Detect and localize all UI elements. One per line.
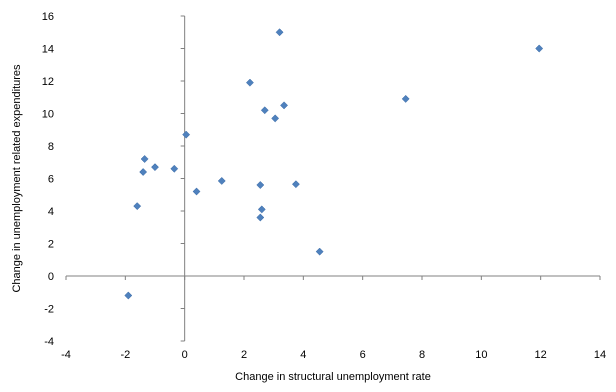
data-point [139,168,148,176]
data-point [182,130,191,139]
data-point [151,163,159,172]
data-point [192,187,201,196]
data-point [256,213,265,222]
data-point [291,180,300,189]
data-points [124,28,544,300]
y-axis-title: Change in unemployment related expenditu… [11,64,23,293]
data-point [217,176,226,185]
x-axis-title: Change in structural unemployment rate [235,371,431,383]
x-tick-label: 12 [535,349,547,361]
x-tick-label: -2 [120,349,130,361]
y-tick-label: 10 [42,109,54,121]
x-tick-label: 14 [594,349,606,361]
data-point [170,164,179,173]
data-point [280,101,289,110]
data-point [275,28,284,37]
data-point [315,247,324,256]
y-tick-label: 4 [48,206,54,218]
data-point [535,44,544,53]
y-tick-label: 12 [42,76,54,88]
data-point [245,78,254,87]
data-point [260,106,269,115]
y-axis-ticks: -4 -2 0 2 4 6 8 10 12 14 16 [42,11,185,348]
x-tick-label: 2 [241,349,247,361]
x-tick-label: 10 [475,349,487,361]
y-tick-label: 14 [42,44,54,56]
y-tick-label: 6 [48,174,54,186]
x-tick-label: 6 [360,349,366,361]
data-point [257,205,266,214]
x-axis-ticks: -4 -2 0 2 4 6 8 10 12 14 [61,276,606,361]
data-point [140,155,149,163]
y-tick-label: -4 [44,336,54,348]
data-point [133,202,142,211]
x-tick-label: 8 [419,349,425,361]
x-tick-label: 0 [182,349,188,361]
x-tick-label: 4 [300,349,306,361]
y-tick-label: 0 [48,271,54,283]
y-tick-label: -2 [44,304,54,316]
y-tick-label: 16 [42,11,54,23]
data-point [124,291,133,300]
data-point [256,181,265,189]
x-tick-label: -4 [61,349,71,361]
data-point [401,94,410,103]
data-point [271,114,280,123]
y-tick-label: 8 [48,141,54,153]
y-tick-label: 2 [48,239,54,251]
